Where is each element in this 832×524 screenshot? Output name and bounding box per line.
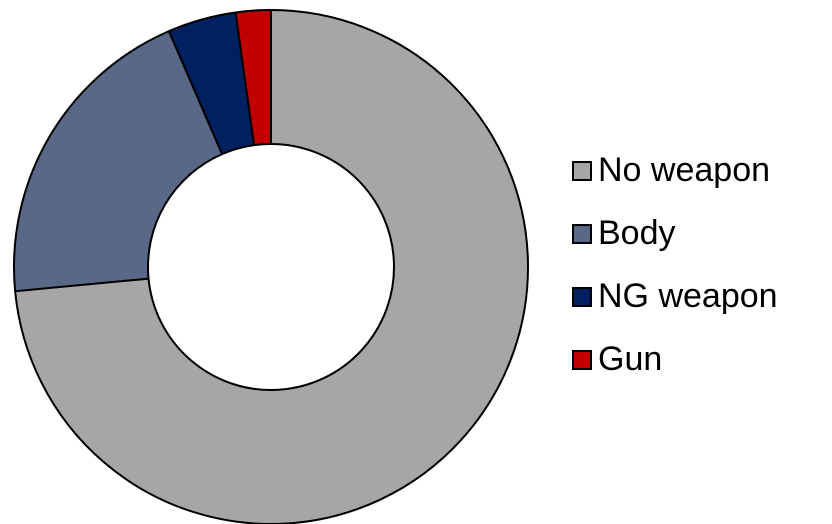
slice-no-weapon	[14, 9, 529, 524]
legend-item-no-weapon: No weapon	[572, 148, 778, 193]
legend-swatch	[572, 286, 592, 307]
legend-swatch	[572, 223, 592, 244]
slice-body	[13, 30, 224, 293]
legend-item-ng-weapon: NG weapon	[572, 274, 778, 319]
legend-label: No weapon	[598, 151, 771, 189]
slice-gun	[234, 9, 272, 147]
legend-label: NG weapon	[598, 277, 778, 315]
legend-swatch	[572, 349, 592, 370]
donut-slices	[13, 9, 529, 524]
legend-label: Gun	[598, 340, 663, 378]
legend-swatch	[572, 160, 592, 181]
legend-item-gun: Gun	[572, 337, 778, 382]
chart-legend: No weapon Body NG weapon Gun	[572, 148, 778, 400]
legend-item-body: Body	[572, 211, 778, 256]
legend-label: Body	[598, 214, 676, 252]
